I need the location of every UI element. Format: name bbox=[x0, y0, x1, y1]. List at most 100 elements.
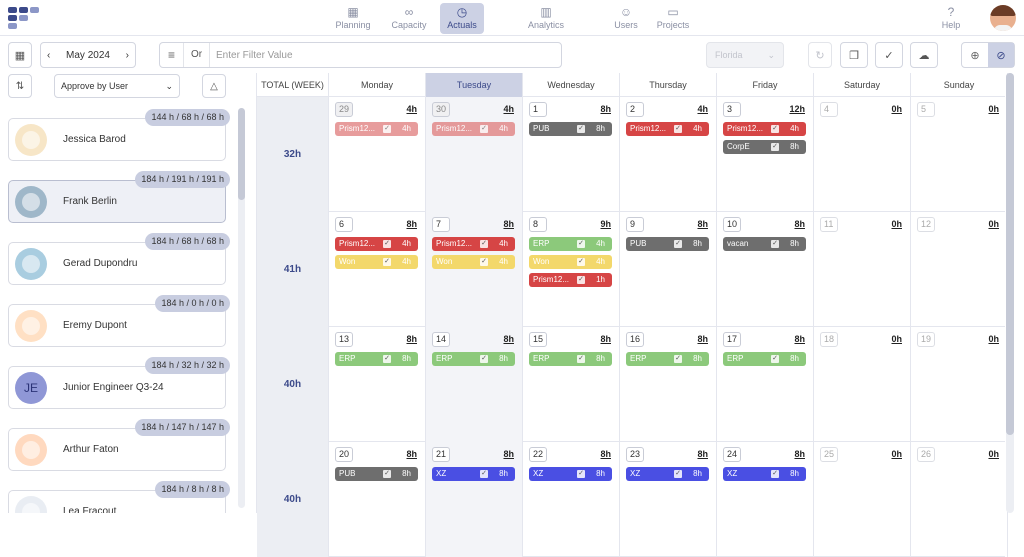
approved-checkbox-icon[interactable]: ✓ bbox=[480, 355, 488, 363]
calendar-picker-button[interactable]: ▦ bbox=[8, 42, 32, 68]
time-entry[interactable]: ERP ✓ 4h bbox=[529, 237, 612, 251]
day-total-hours[interactable]: 4h bbox=[697, 104, 708, 114]
day-cell[interactable]: 4 0h bbox=[814, 97, 911, 212]
day-total-hours[interactable]: 8h bbox=[600, 104, 611, 114]
day-cell[interactable]: 20 8h PUB ✓ 8h bbox=[329, 442, 426, 557]
current-user-avatar[interactable] bbox=[990, 5, 1016, 31]
day-cell[interactable]: 8 9h ERP ✓ 4h Won ✓ 4h Prism12... ✓ 1h bbox=[523, 212, 620, 327]
day-cell[interactable]: 13 8h ERP ✓ 8h bbox=[329, 327, 426, 442]
filter-input[interactable] bbox=[210, 49, 561, 61]
nav-actuals[interactable]: ◷ Actuals bbox=[440, 3, 484, 34]
day-total-hours[interactable]: 9h bbox=[600, 219, 611, 229]
nav-projects[interactable]: ▭ Projects bbox=[650, 3, 696, 34]
nav-capacity[interactable]: ∞ Capacity bbox=[387, 3, 431, 34]
day-total-hours[interactable]: 0h bbox=[988, 104, 999, 114]
day-total-hours[interactable]: 4h bbox=[406, 104, 417, 114]
approved-checkbox-icon[interactable]: ✓ bbox=[383, 355, 391, 363]
next-month-chevron-icon[interactable]: › bbox=[125, 49, 129, 61]
refresh-button[interactable]: ↻ bbox=[808, 42, 832, 68]
time-entry[interactable]: ERP ✓ 8h bbox=[723, 352, 806, 366]
add-view-button[interactable]: ⊕ bbox=[962, 43, 988, 67]
day-total-hours[interactable]: 8h bbox=[794, 334, 805, 344]
day-cell[interactable]: 29 4h Prism12... ✓ 4h bbox=[329, 97, 426, 212]
approved-checkbox-icon[interactable]: ✓ bbox=[771, 240, 779, 248]
approved-checkbox-icon[interactable]: ✓ bbox=[674, 470, 682, 478]
day-total-hours[interactable]: 0h bbox=[988, 219, 999, 229]
approved-checkbox-icon[interactable]: ✓ bbox=[674, 355, 682, 363]
day-total-hours[interactable]: 8h bbox=[794, 449, 805, 459]
approved-checkbox-icon[interactable]: ✓ bbox=[674, 240, 682, 248]
time-entry[interactable]: Prism12... ✓ 1h bbox=[529, 273, 612, 287]
user-card[interactable]: Eremy Dupont 184 h / 0 h / 0 h bbox=[8, 295, 230, 347]
approved-checkbox-icon[interactable]: ✓ bbox=[480, 125, 488, 133]
day-cell[interactable]: 7 8h Prism12... ✓ 4h Won ✓ 4h bbox=[426, 212, 523, 327]
user-card[interactable]: Lea Fracout 184 h / 8 h / 8 h bbox=[8, 481, 230, 513]
upload-button[interactable]: ☁ bbox=[910, 42, 938, 68]
nav-help[interactable]: ? Help bbox=[929, 3, 973, 34]
user-card[interactable]: Jessica Barod 144 h / 68 h / 68 h bbox=[8, 109, 230, 161]
time-entry[interactable]: ERP ✓ 8h bbox=[432, 352, 515, 366]
approved-checkbox-icon[interactable]: ✓ bbox=[383, 258, 391, 266]
day-total-hours[interactable]: 12h bbox=[789, 104, 805, 114]
approved-checkbox-icon[interactable]: ✓ bbox=[577, 470, 585, 478]
time-entry[interactable]: Prism12... ✓ 4h bbox=[432, 237, 515, 251]
time-entry[interactable]: PUB ✓ 8h bbox=[335, 467, 418, 481]
day-cell[interactable]: 9 8h PUB ✓ 8h bbox=[620, 212, 717, 327]
user-card[interactable]: Frank Berlin 184 h / 191 h / 191 h bbox=[8, 171, 230, 223]
day-total-hours[interactable]: 0h bbox=[891, 334, 902, 344]
approved-checkbox-icon[interactable]: ✓ bbox=[383, 470, 391, 478]
time-entry[interactable]: Won ✓ 4h bbox=[335, 255, 418, 269]
nav-users[interactable]: ☺ Users bbox=[604, 3, 648, 34]
day-cell[interactable]: 15 8h ERP ✓ 8h bbox=[523, 327, 620, 442]
approved-checkbox-icon[interactable]: ✓ bbox=[674, 125, 682, 133]
day-total-hours[interactable]: 8h bbox=[697, 334, 708, 344]
approved-checkbox-icon[interactable]: ✓ bbox=[577, 276, 585, 284]
day-total-hours[interactable]: 8h bbox=[406, 219, 417, 229]
scrollbar-thumb[interactable] bbox=[238, 108, 245, 200]
time-entry[interactable]: Won ✓ 4h bbox=[529, 255, 612, 269]
approved-checkbox-icon[interactable]: ✓ bbox=[577, 258, 585, 266]
time-entry[interactable]: XZ ✓ 8h bbox=[432, 467, 515, 481]
approved-checkbox-icon[interactable]: ✓ bbox=[480, 470, 488, 478]
day-total-hours[interactable]: 0h bbox=[988, 449, 999, 459]
day-total-hours[interactable]: 8h bbox=[600, 449, 611, 459]
approve-by-select[interactable]: Approve by User ⌄ bbox=[54, 74, 180, 98]
day-total-hours[interactable]: 0h bbox=[891, 104, 902, 114]
user-card[interactable]: Gerad Dupondru 184 h / 68 h / 68 h bbox=[8, 233, 230, 285]
day-cell[interactable]: 11 0h bbox=[814, 212, 911, 327]
day-cell[interactable]: 24 8h XZ ✓ 8h bbox=[717, 442, 814, 557]
day-total-hours[interactable]: 8h bbox=[697, 449, 708, 459]
day-total-hours[interactable]: 0h bbox=[891, 219, 902, 229]
nav-planning[interactable]: ▦ Planning bbox=[330, 3, 376, 34]
day-total-hours[interactable]: 8h bbox=[600, 334, 611, 344]
time-entry[interactable]: XZ ✓ 8h bbox=[723, 467, 806, 481]
time-entry[interactable]: ERP ✓ 8h bbox=[626, 352, 709, 366]
sort-button[interactable]: ⇅ bbox=[8, 74, 32, 98]
time-entry[interactable]: Prism12... ✓ 4h bbox=[626, 122, 709, 136]
time-entry[interactable]: Prism12... ✓ 4h bbox=[335, 122, 418, 136]
day-total-hours[interactable]: 8h bbox=[503, 334, 514, 344]
day-cell[interactable]: 26 0h bbox=[911, 442, 1008, 557]
day-cell[interactable]: 1 8h PUB ✓ 8h bbox=[523, 97, 620, 212]
nav-analytics[interactable]: ▥ Analytics bbox=[520, 3, 572, 34]
time-entry[interactable]: XZ ✓ 8h bbox=[626, 467, 709, 481]
time-entry[interactable]: Prism12... ✓ 4h bbox=[723, 122, 806, 136]
approved-checkbox-icon[interactable]: ✓ bbox=[771, 355, 779, 363]
day-total-hours[interactable]: 8h bbox=[503, 219, 514, 229]
filter-icon[interactable]: ≡ bbox=[160, 43, 184, 67]
user-list-scrollbar[interactable] bbox=[238, 108, 245, 508]
time-entry[interactable]: ERP ✓ 8h bbox=[529, 352, 612, 366]
day-cell[interactable]: 25 0h bbox=[814, 442, 911, 557]
approved-checkbox-icon[interactable]: ✓ bbox=[771, 470, 779, 478]
approve-button[interactable]: ✓ bbox=[875, 42, 903, 68]
approved-checkbox-icon[interactable]: ✓ bbox=[577, 240, 585, 248]
time-entry[interactable]: XZ ✓ 8h bbox=[529, 467, 612, 481]
time-entry[interactable]: CorpE ✓ 8h bbox=[723, 140, 806, 154]
time-entry[interactable]: PUB ✓ 8h bbox=[626, 237, 709, 251]
day-cell[interactable]: 23 8h XZ ✓ 8h bbox=[620, 442, 717, 557]
day-cell[interactable]: 10 8h vacan ✓ 8h bbox=[717, 212, 814, 327]
time-entry[interactable]: Prism12... ✓ 4h bbox=[432, 122, 515, 136]
day-cell[interactable]: 30 4h Prism12... ✓ 4h bbox=[426, 97, 523, 212]
user-card[interactable]: Arthur Faton 184 h / 147 h / 147 h bbox=[8, 419, 230, 471]
day-cell[interactable]: 6 8h Prism12... ✓ 4h Won ✓ 4h bbox=[329, 212, 426, 327]
